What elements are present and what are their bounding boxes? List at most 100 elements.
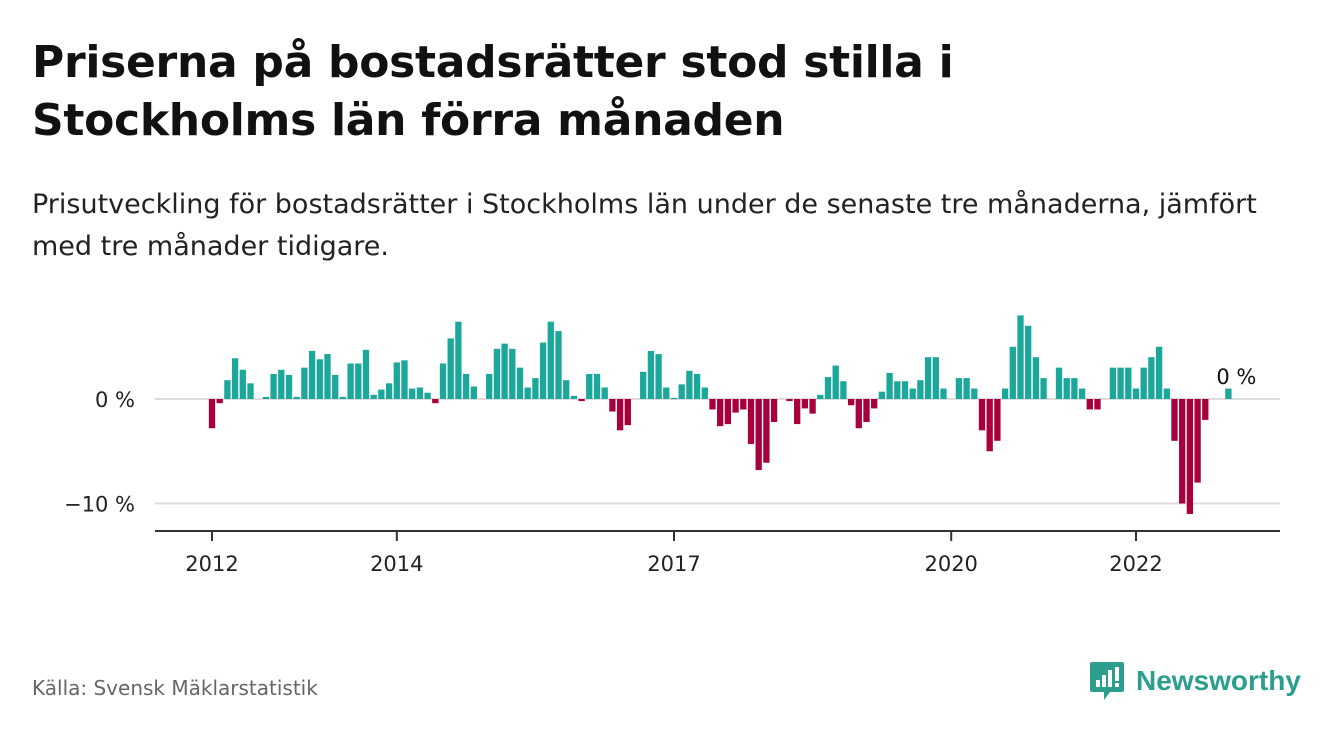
x-tick-label: 2022 [1109, 552, 1162, 576]
bar [724, 399, 732, 425]
bar-chart: 0 % −10 % 2012 2014 2017 2020 2022 0 % [64, 315, 1280, 576]
bar [616, 399, 624, 431]
bar [894, 381, 901, 399]
bar [470, 386, 477, 399]
bar [871, 399, 878, 409]
bar [316, 359, 323, 399]
bar [278, 369, 285, 399]
bar [393, 362, 400, 399]
bar [763, 399, 770, 463]
bar [563, 380, 570, 399]
x-axis [155, 530, 1280, 541]
bar [832, 365, 839, 399]
bar [986, 399, 993, 452]
bar [1202, 399, 1209, 420]
bar [847, 399, 855, 406]
bar [301, 367, 308, 399]
bar [1017, 315, 1024, 399]
bar [1055, 367, 1063, 399]
bar [262, 396, 270, 399]
bar [693, 373, 701, 399]
bar [963, 378, 970, 399]
bar [670, 397, 678, 400]
bar [686, 370, 693, 399]
bar [532, 378, 539, 399]
bar [409, 388, 416, 399]
bar-chart-speech-bubble-icon [1090, 662, 1124, 700]
bar [655, 354, 662, 399]
bar [932, 357, 939, 399]
chart-subtitle: Prisutveckling för bostadsrätter i Stock… [32, 189, 1257, 262]
bar [362, 349, 370, 399]
bar [886, 372, 893, 400]
bar [1025, 325, 1032, 399]
bar [1094, 399, 1101, 410]
bar [239, 369, 246, 399]
bar [863, 399, 870, 422]
bar [709, 399, 716, 410]
bar [1132, 388, 1140, 399]
bar [647, 350, 655, 399]
bar [909, 388, 916, 399]
bar [601, 387, 608, 399]
bar [1225, 388, 1232, 399]
bar [547, 321, 554, 399]
bar [1117, 367, 1124, 399]
bar [285, 374, 293, 399]
bar [355, 363, 362, 399]
bar [817, 394, 824, 399]
x-tick-label: 2017 [647, 552, 700, 576]
bar [216, 399, 223, 404]
bar [940, 388, 947, 399]
bar [293, 396, 300, 399]
chart-title: Priserna på bostadsrätter stod stilla i … [32, 37, 954, 146]
bar [809, 399, 816, 414]
bar [878, 391, 886, 399]
y-tick-label: 0 % [95, 388, 135, 412]
bar [1078, 388, 1086, 399]
bar [493, 348, 501, 399]
bar [378, 389, 385, 399]
bar [1001, 388, 1009, 399]
bar [824, 377, 832, 400]
bar [740, 399, 747, 410]
bar [231, 358, 239, 399]
x-tick-label: 2020 [924, 552, 977, 576]
brand-name: Newsworthy [1136, 665, 1301, 696]
x-tick-label: 2014 [370, 552, 423, 576]
bar [971, 388, 978, 399]
x-tick-label: 2012 [185, 552, 238, 576]
bar [855, 399, 862, 429]
y-tick-label: −10 % [64, 493, 135, 517]
bar [840, 381, 847, 399]
bar [1163, 388, 1170, 399]
bar [755, 399, 762, 471]
bar [524, 387, 531, 399]
bar [501, 343, 508, 399]
bar [486, 373, 493, 399]
bar [978, 399, 986, 431]
bar [1086, 399, 1093, 410]
last-value-label: 0 % [1216, 365, 1256, 389]
bar [432, 399, 439, 404]
bar [1155, 346, 1163, 399]
bar [455, 321, 462, 399]
source-note: Källa: Svensk Mäklarstatistik [32, 676, 318, 700]
bars-layer [208, 315, 1232, 514]
bar [347, 363, 354, 399]
bar [1040, 378, 1047, 399]
bar [247, 383, 254, 399]
bar [578, 399, 585, 402]
bar [385, 383, 393, 399]
bar [994, 399, 1001, 441]
bar [401, 360, 408, 399]
bar [955, 378, 963, 399]
bar [801, 399, 809, 409]
bar [586, 373, 593, 399]
bar [555, 331, 562, 399]
bar [624, 399, 631, 426]
bar [1125, 367, 1132, 399]
bar [732, 399, 739, 413]
bar [770, 399, 778, 422]
bar [1032, 357, 1040, 399]
